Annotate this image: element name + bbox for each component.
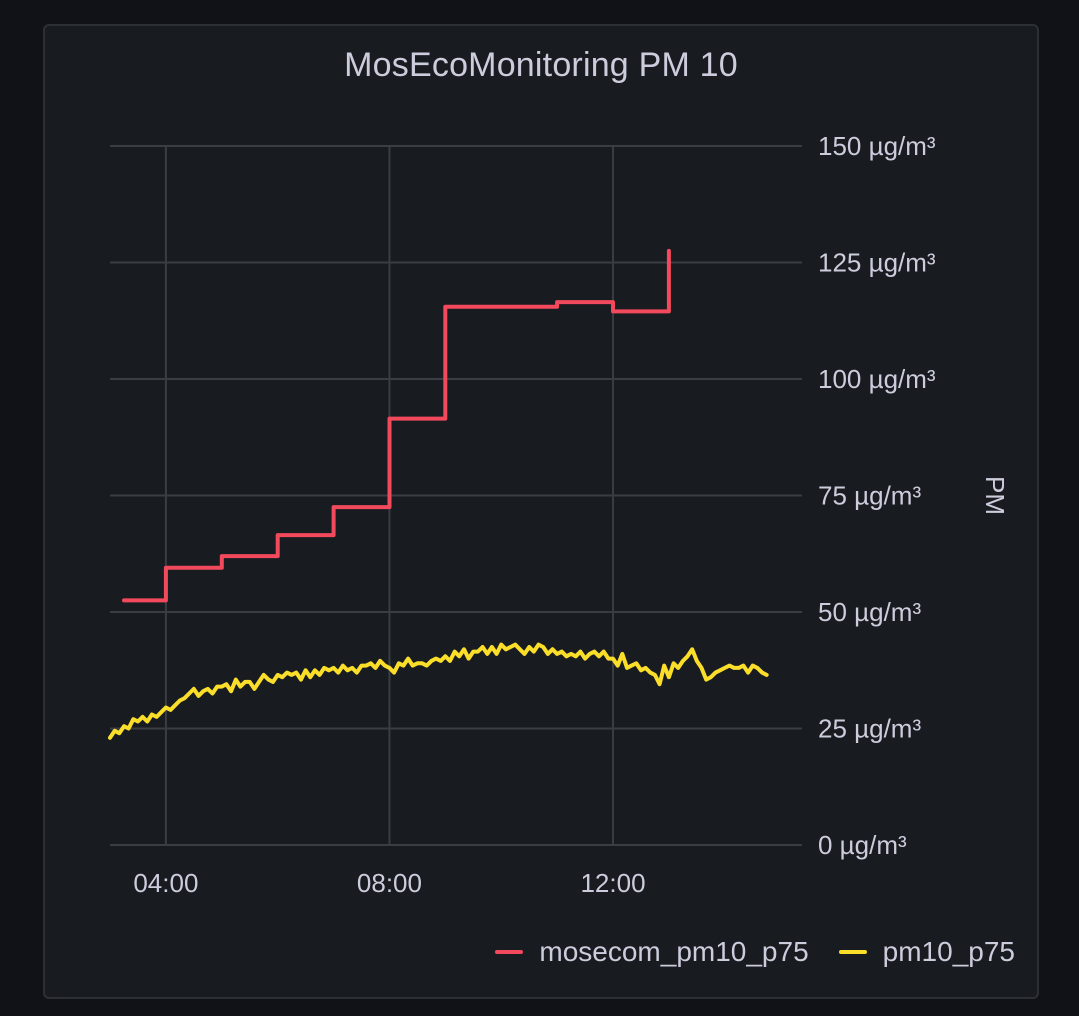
grid-lines [110,145,802,846]
legend: mosecom_pm10_p75 pm10_p75 [465,936,1015,968]
y-axis-title: PM [980,476,1010,515]
y-tick-label: 25 µg/m³ [818,714,921,744]
x-tick-label: 04:00 [133,868,198,898]
series-lines[interactable] [108,248,769,740]
y-tick-label: 50 µg/m³ [818,597,921,627]
y-axis-ticks: 0 µg/m³ 25 µg/m³ 50 µg/m³ 75 µg/m³ 100 µg/m³… [818,131,936,860]
legend-swatch-pm10-p75 [838,950,867,954]
legend-swatch-mosecom-pm10-p75 [495,950,524,954]
legend-item-mosecom-pm10-p75[interactable]: mosecom_pm10_p75 [495,936,809,968]
x-axis-ticks: 04:00 08:00 12:00 [133,868,645,898]
y-tick-label: 0 µg/m³ [818,830,907,860]
legend-label-mosecom-pm10-p75: mosecom_pm10_p75 [539,936,809,967]
y-tick-label: 100 µg/m³ [818,364,936,394]
y-tick-label: 150 µg/m³ [818,131,936,161]
x-tick-label: 12:00 [580,868,645,898]
legend-label-pm10-p75: pm10_p75 [882,936,1015,967]
series-line-mosecom-pm10-p75[interactable] [122,248,671,603]
line-chart: 0 µg/m³ 25 µg/m³ 50 µg/m³ 75 µg/m³ 100 µg/m³… [108,131,1010,898]
chart-panel: MosEcoMonitoring PM 10 0 µg/m³ 25 µg/m³ 50… [43,24,1039,999]
x-tick-label: 08:00 [357,868,422,898]
y-tick-label: 75 µg/m³ [818,481,921,511]
legend-item-pm10-p75[interactable]: pm10_p75 [838,936,1015,968]
y-tick-label: 125 µg/m³ [818,248,936,278]
panel-title[interactable]: MosEcoMonitoring PM 10 [344,46,738,84]
series-line-pm10-p75[interactable] [108,642,769,740]
